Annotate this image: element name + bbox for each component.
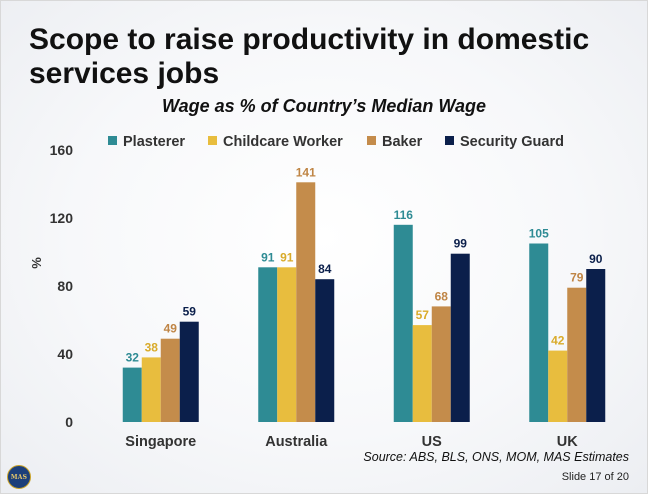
bar [277,267,297,422]
legend-swatch [445,136,454,145]
legend-label: Baker [382,134,423,150]
data-label: 84 [318,262,332,276]
bar [393,224,413,422]
slide-title: Scope to raise productivity in domestic … [29,23,629,91]
slide-title-line-1: Scope to raise productivity in domestic [29,23,590,56]
y-tick-label: 40 [57,346,73,362]
data-label: 99 [454,237,468,251]
legend-label: Plasterer [123,134,185,150]
bar [296,182,316,422]
bar [258,267,278,422]
data-label: 32 [126,351,140,365]
data-label: 105 [529,227,549,241]
data-label: 38 [145,340,159,354]
data-label: 116 [394,208,414,222]
slide-number: Slide 17 of 20 [561,471,629,483]
legend-label: Childcare Worker [223,134,343,150]
data-label: 42 [551,334,565,348]
bar [315,279,335,422]
bar [548,350,568,422]
bar [412,325,432,422]
data-label: 141 [296,165,316,179]
y-axis-label: % [29,257,44,269]
x-category-label: Singapore [125,434,196,450]
bar [160,338,180,422]
legend-label: Security Guard [460,134,564,150]
x-category-label: Australia [265,434,328,450]
legend-swatch [108,136,117,145]
data-label: 68 [435,289,449,303]
legend-swatch [367,136,376,145]
x-category-label: US [422,434,442,450]
data-label: 59 [183,305,197,319]
bar [586,269,606,422]
mas-logo-text: MAS [10,473,28,481]
y-tick-label: 120 [50,210,74,226]
y-tick-label: 0 [65,414,73,430]
data-label: 91 [280,250,294,264]
data-label: 91 [261,250,275,264]
bar [431,306,451,422]
mas-logo: MAS [7,465,31,489]
y-tick-label: 160 [50,142,74,158]
y-tick-label: 80 [57,278,73,294]
bar [179,321,199,422]
data-label: 90 [589,252,603,266]
bar [141,357,161,422]
legend-swatch [208,136,217,145]
bar [529,243,549,422]
data-label: 49 [164,322,178,336]
bar [450,253,470,422]
data-label: 57 [416,308,430,322]
x-category-label: UK [557,434,578,450]
data-label: 79 [570,271,584,285]
bar [567,287,587,422]
source-note: Source: ABS, BLS, ONS, MOM, MAS Estimate… [363,450,629,464]
chart-title: Wage as % of Country’s Median Wage [161,96,487,116]
slide-title-line-2: services jobs [29,57,220,90]
bar [122,367,142,422]
